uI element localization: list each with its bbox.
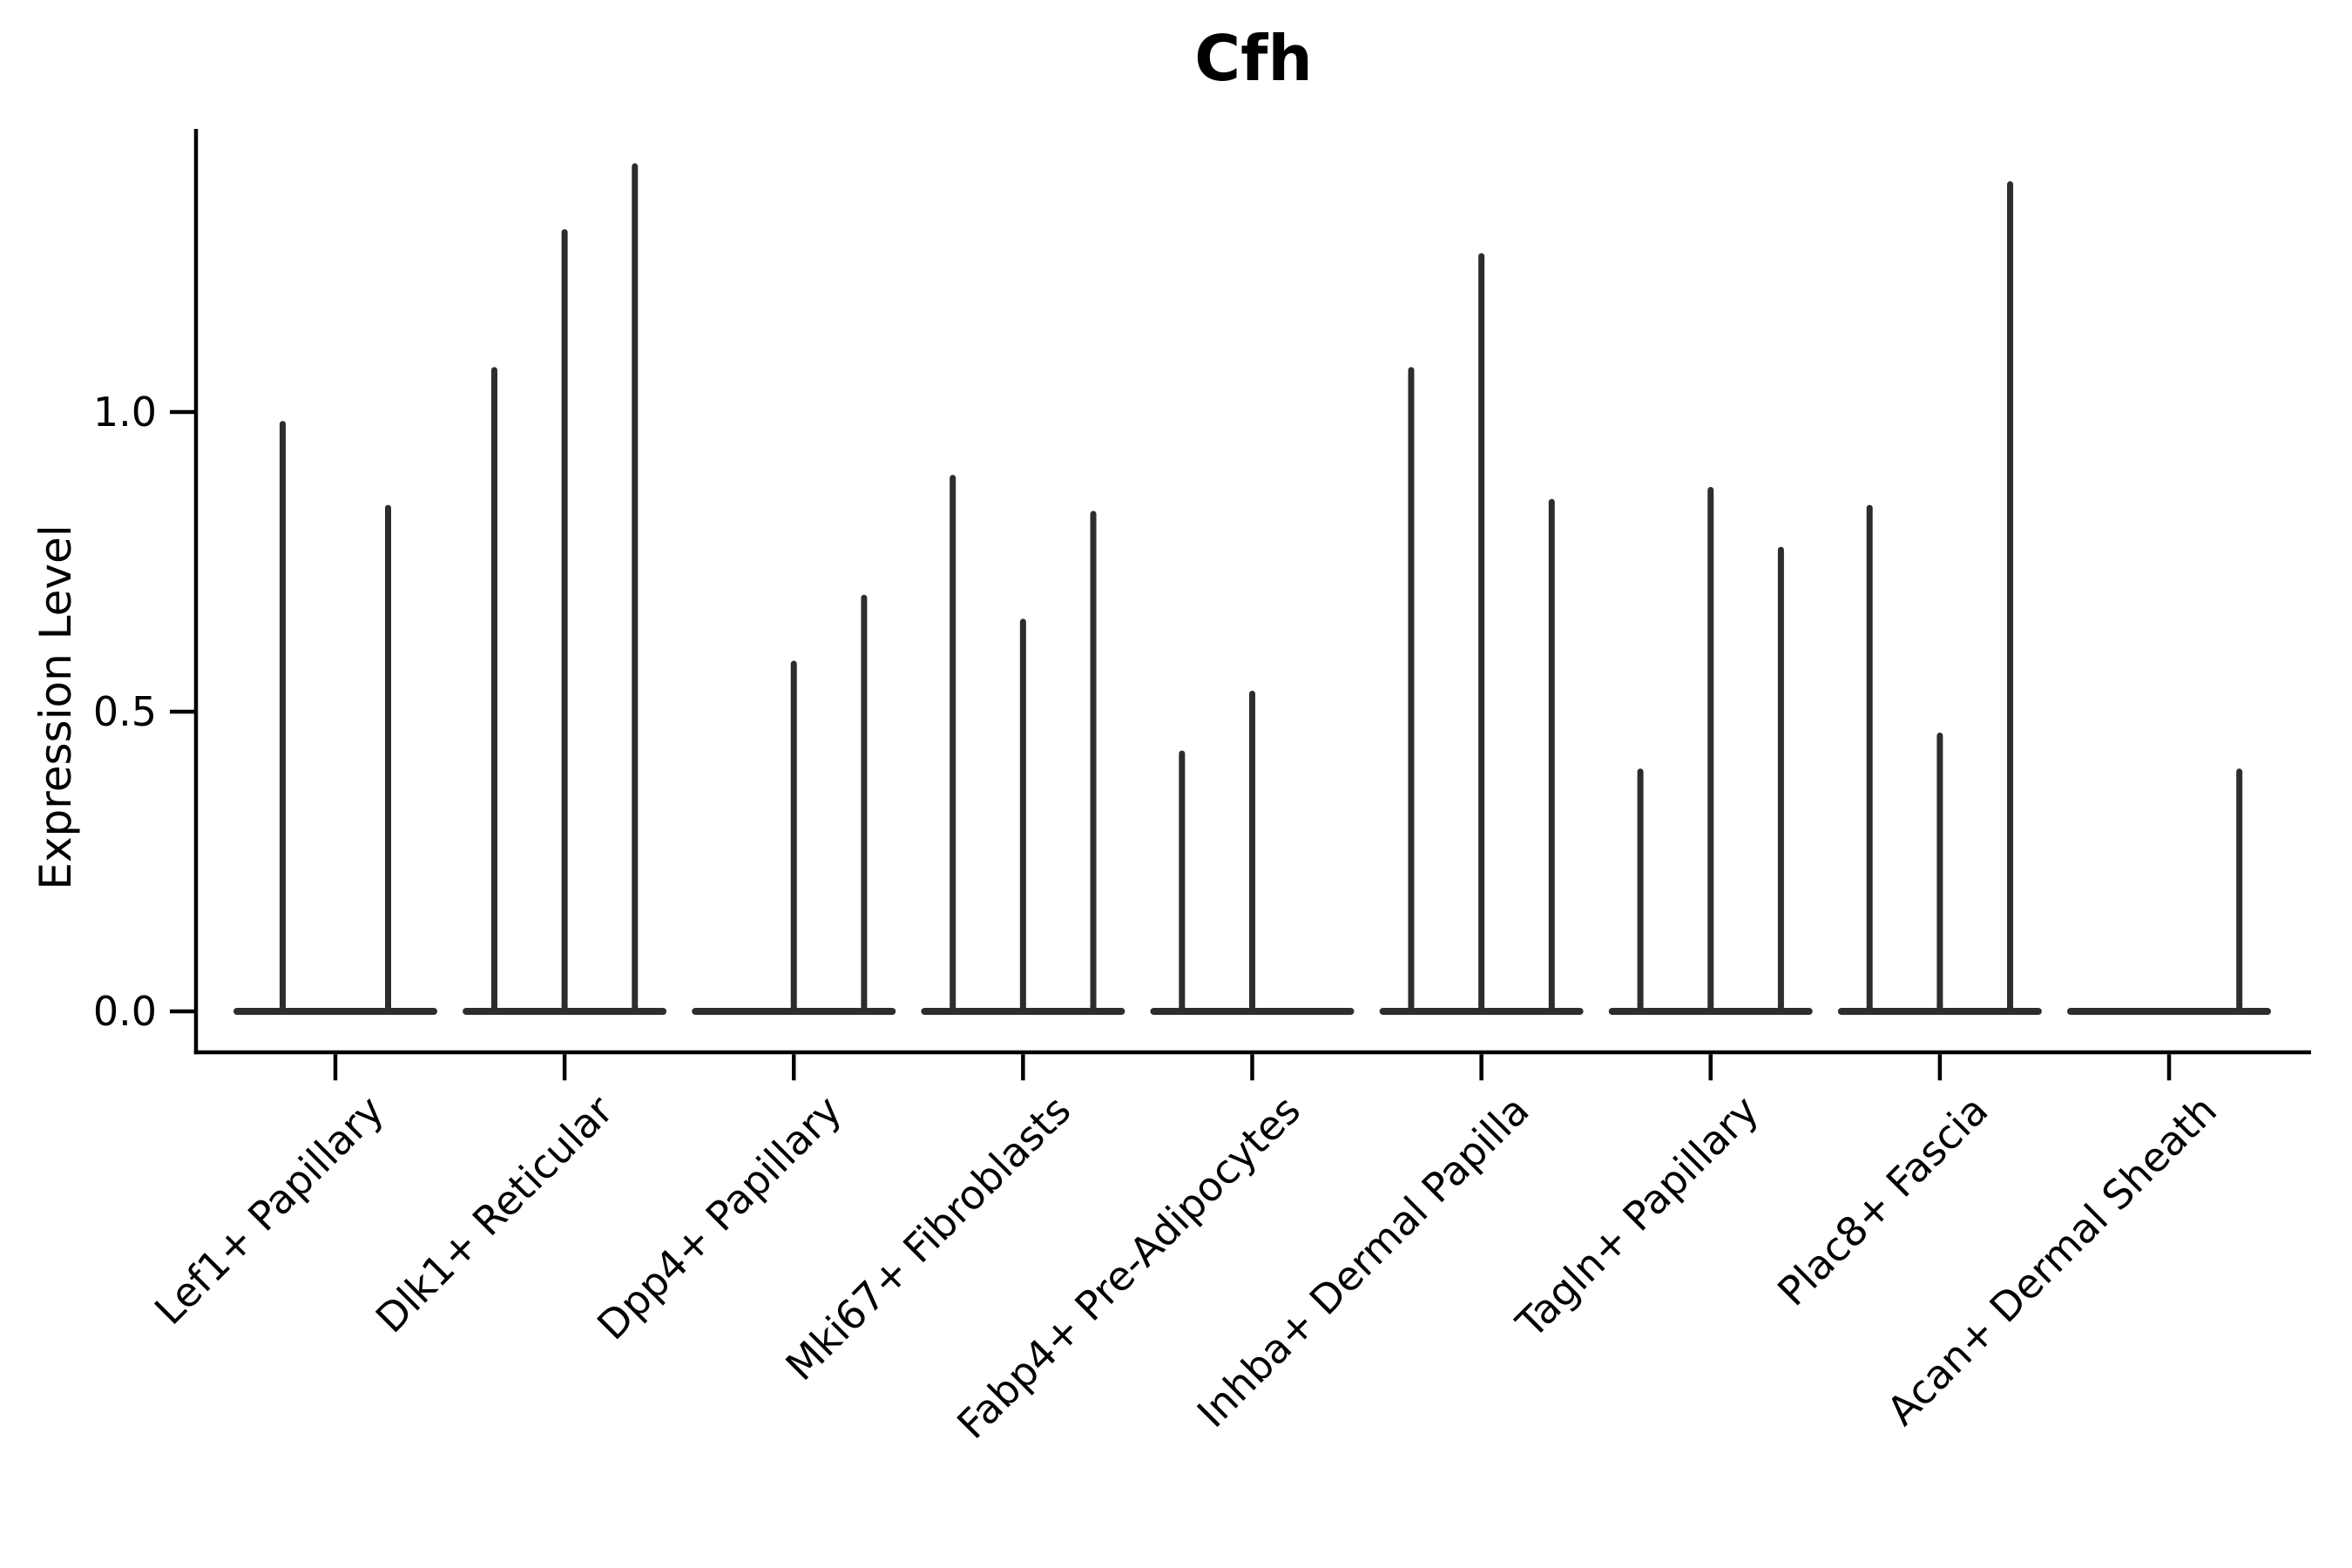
y-tick-label: 1.0 — [92, 389, 157, 436]
y-tick-label: 0.5 — [92, 688, 157, 735]
plot-title: Cfh — [1194, 22, 1313, 95]
y-tick-label: 0.0 — [92, 988, 157, 1035]
